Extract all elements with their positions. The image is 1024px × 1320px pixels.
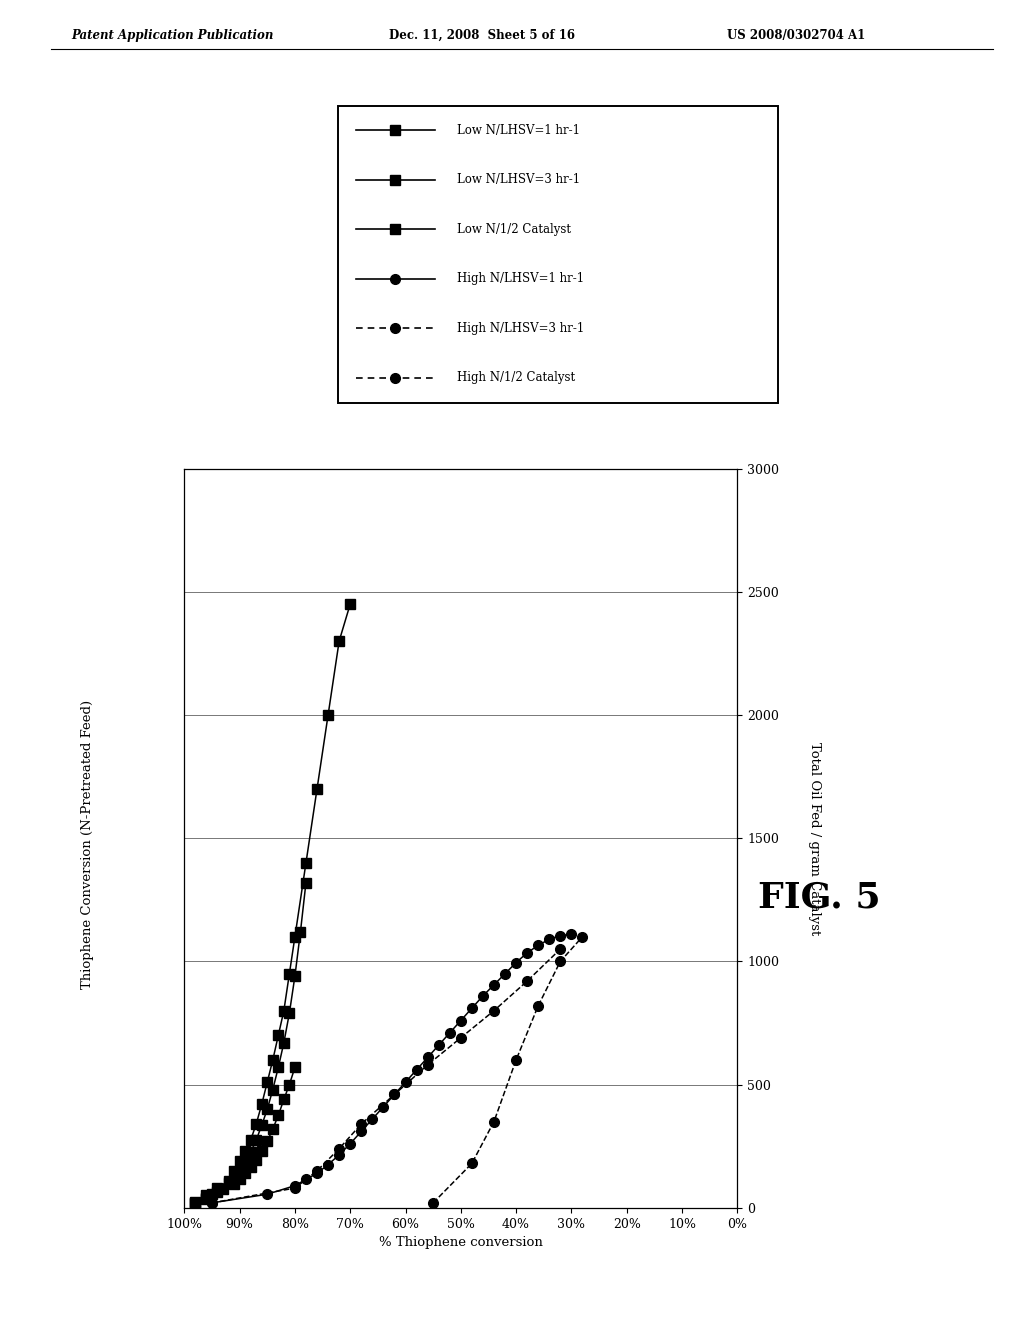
- Text: High N/LHSV=1 hr-1: High N/LHSV=1 hr-1: [457, 272, 584, 285]
- X-axis label: % Thiophene conversion: % Thiophene conversion: [379, 1236, 543, 1249]
- Text: Thiophene Conversion (N-Pretreated Feed): Thiophene Conversion (N-Pretreated Feed): [81, 700, 93, 990]
- Text: FIG. 5: FIG. 5: [758, 880, 881, 915]
- Text: High N/LHSV=3 hr-1: High N/LHSV=3 hr-1: [457, 322, 584, 335]
- Text: US 2008/0302704 A1: US 2008/0302704 A1: [727, 29, 865, 42]
- Text: High N/1/2 Catalyst: High N/1/2 Catalyst: [457, 371, 574, 384]
- Text: Low N/1/2 Catalyst: Low N/1/2 Catalyst: [457, 223, 570, 236]
- Y-axis label: Total Oil Fed / gram Catalyst: Total Oil Fed / gram Catalyst: [808, 742, 820, 935]
- Text: Dec. 11, 2008  Sheet 5 of 16: Dec. 11, 2008 Sheet 5 of 16: [389, 29, 575, 42]
- Text: Low N/LHSV=1 hr-1: Low N/LHSV=1 hr-1: [457, 124, 580, 137]
- Text: Patent Application Publication: Patent Application Publication: [72, 29, 274, 42]
- Text: Low N/LHSV=3 hr-1: Low N/LHSV=3 hr-1: [457, 173, 580, 186]
